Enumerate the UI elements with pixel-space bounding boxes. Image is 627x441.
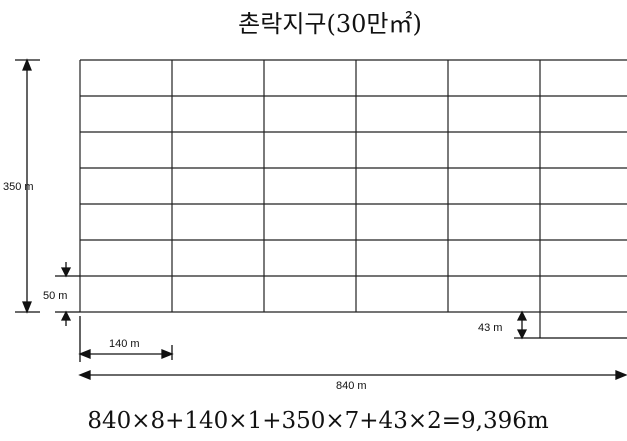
column-width-dimension bbox=[78, 316, 174, 362]
block-grid bbox=[79, 59, 627, 338]
length-formula: 840×8+140×1+350×7+43×2=9,396m bbox=[87, 408, 549, 434]
row-height-dimension bbox=[55, 262, 80, 326]
notch-dimension bbox=[514, 310, 627, 340]
row-height-label: 50 m bbox=[43, 290, 67, 302]
column-width-label: 140 m bbox=[109, 338, 140, 350]
height-dimension bbox=[15, 58, 40, 314]
width-total-label: 840 m bbox=[336, 380, 367, 392]
notch-height-label: 43 m bbox=[478, 322, 502, 334]
width-dimension bbox=[78, 370, 627, 380]
height-total-label: 350 m bbox=[3, 181, 34, 193]
diagram-title: 촌락지구(30만㎡) bbox=[238, 10, 422, 38]
